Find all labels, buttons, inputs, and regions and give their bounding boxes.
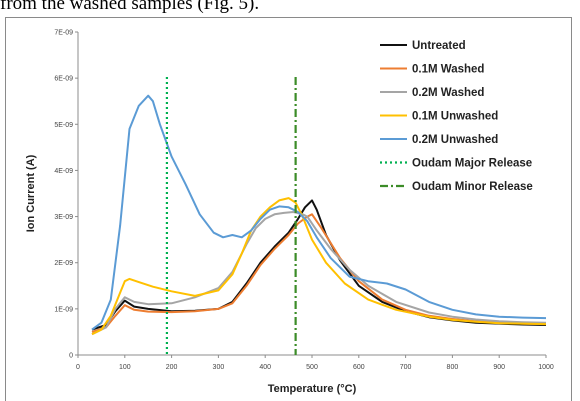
x-tick-label: 100 bbox=[119, 364, 131, 371]
y-tick-label: 5E-09 bbox=[54, 122, 73, 129]
y-tick-label: 1E-09 bbox=[54, 306, 73, 313]
legend-label-0-2m-unwashed: 0.2M Unwashed bbox=[412, 134, 498, 146]
x-tick-label: 300 bbox=[213, 364, 225, 371]
x-tick-label: 700 bbox=[400, 364, 412, 371]
x-tick-label: 400 bbox=[259, 364, 271, 371]
x-tick-label: 900 bbox=[493, 364, 505, 371]
x-tick-label: 1000 bbox=[538, 364, 554, 371]
y-tick-label: 7E-09 bbox=[54, 30, 73, 37]
y-tick-label: 3E-09 bbox=[54, 214, 73, 221]
x-tick-label: 600 bbox=[353, 364, 365, 371]
y-tick-label: 4E-09 bbox=[54, 168, 73, 175]
series-0-2m-washed bbox=[91, 211, 547, 336]
legend-label-0-1m-washed: 0.1M Washed bbox=[412, 64, 484, 76]
x-tick-label: 200 bbox=[166, 364, 178, 371]
x-tick-label: 800 bbox=[447, 364, 459, 371]
legend-label-oudam-minor-release: Oudam Minor Release bbox=[412, 181, 533, 193]
y-tick-label: 6E-09 bbox=[54, 76, 73, 83]
legend-label-0-1m-unwashed: 0.1M Unwashed bbox=[412, 111, 498, 123]
series-0-2m-unwashed bbox=[91, 94, 547, 331]
legend-label-oudam-major-release: Oudam Major Release bbox=[412, 158, 532, 170]
y-tick-label: 2E-09 bbox=[54, 260, 73, 267]
legend-label-untreated: Untreated bbox=[412, 40, 466, 52]
y-tick-label: 0 bbox=[69, 353, 73, 360]
y-axis-label: Ion Current (A) bbox=[25, 154, 37, 232]
header-text: from the washed samples (Fig. 5). bbox=[0, 0, 260, 14]
x-axis-label: Temperature (°C) bbox=[268, 383, 357, 395]
series-untreated bbox=[91, 199, 547, 331]
x-tick-label: 0 bbox=[76, 364, 80, 371]
chart-frame bbox=[5, 17, 572, 401]
series-0-1m-unwashed bbox=[91, 197, 547, 336]
legend-label-0-2m-washed: 0.2M Washed bbox=[412, 87, 484, 99]
x-tick-label: 500 bbox=[306, 364, 318, 371]
